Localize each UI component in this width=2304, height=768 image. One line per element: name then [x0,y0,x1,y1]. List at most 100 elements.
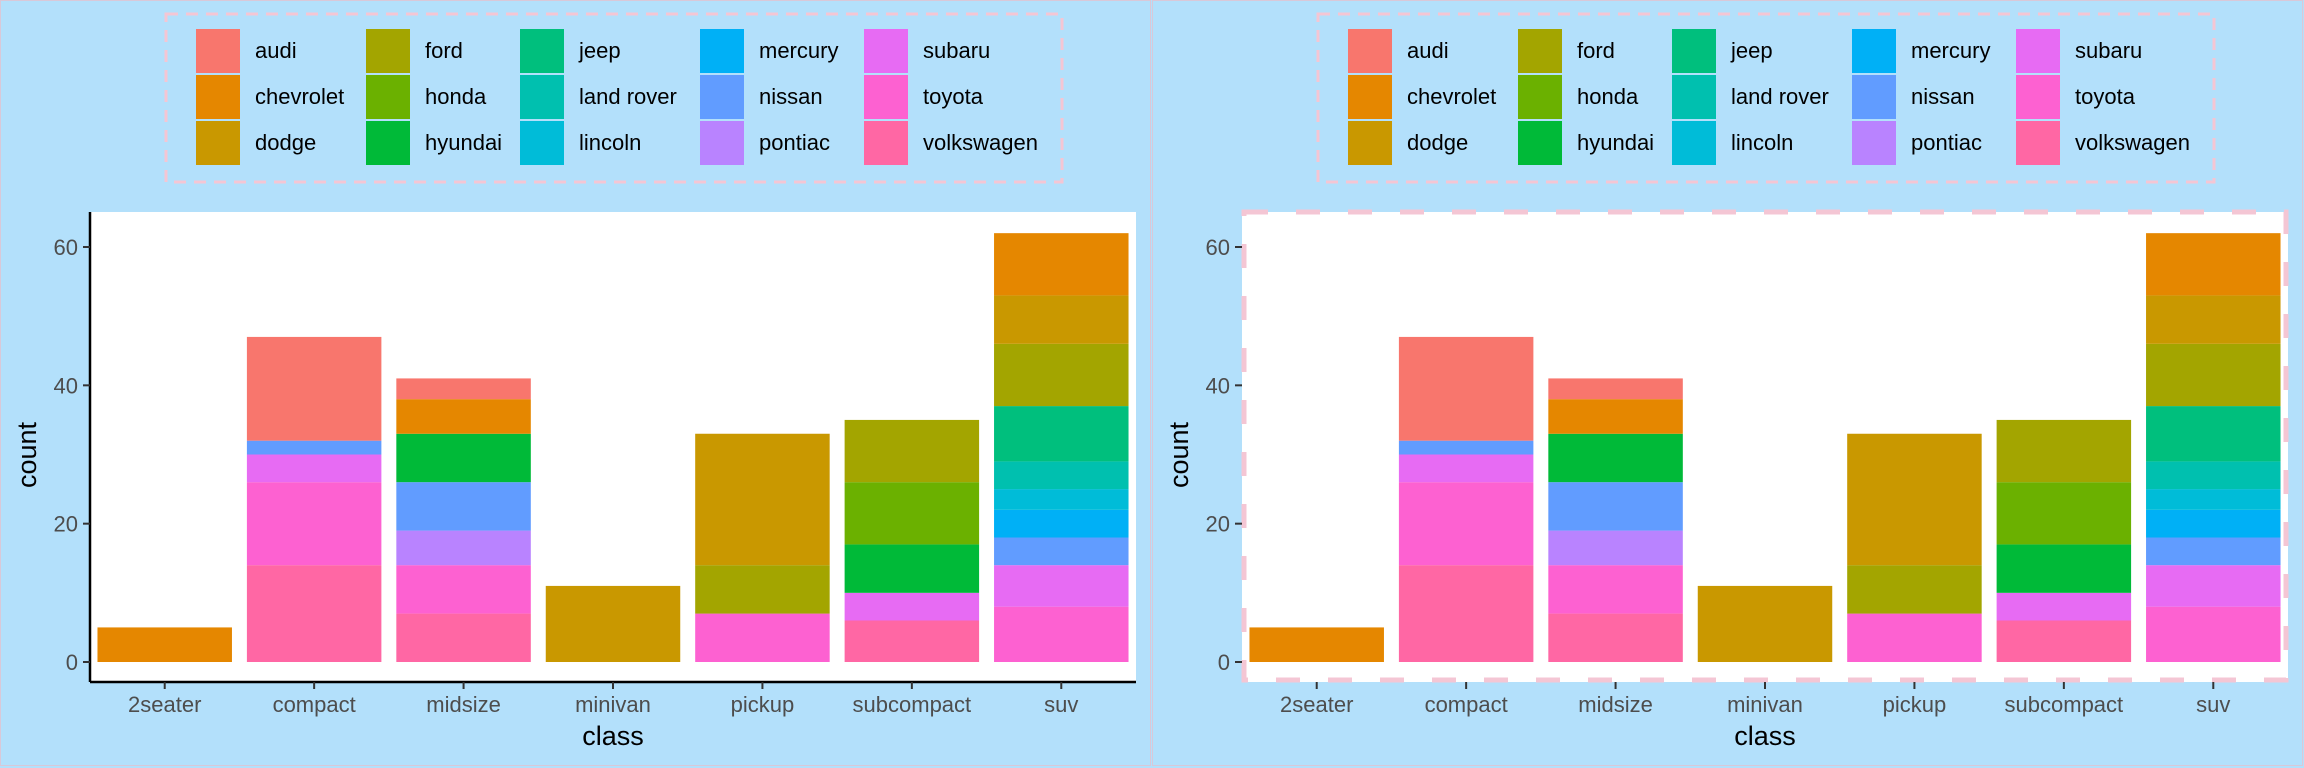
legend-label: volkswagen [2075,130,2190,155]
bar-segment [396,378,531,400]
bar-segment [844,620,980,662]
bar-segment [1398,565,1534,662]
legend-label: toyota [2075,84,2136,109]
legend-label: mercury [1911,38,1990,63]
bar-segment [695,613,830,662]
x-tick-label: midsize [426,692,501,717]
bar-segment [97,627,232,662]
bar-segment [1548,482,1683,531]
y-tick-label: 40 [54,373,78,398]
legend-key [700,75,744,119]
y-tick-label: 60 [1206,235,1230,260]
x-tick-label: 2seater [128,692,201,717]
right-panel-frame [1152,0,2303,766]
legend-label: lincoln [579,130,641,155]
legend-label: ford [425,38,463,63]
legend-label: chevrolet [255,84,344,109]
legend-key [196,29,240,73]
y-tick-label: 20 [1206,512,1230,537]
x-tick-label: minivan [575,692,651,717]
legend-key [2016,121,2060,165]
legend-label: subaru [2075,38,2142,63]
bar-segment [1996,620,2132,662]
legend-key [2016,29,2060,73]
legend-label: nissan [1911,84,1975,109]
legend-key [1518,121,1562,165]
legend-key [1672,75,1716,119]
legend-label: audi [255,38,297,63]
bar-segment [1548,613,1683,662]
legend-key [520,121,564,165]
bar-segment [246,454,382,483]
bar-segment [2146,461,2281,490]
legend-label: dodge [1407,130,1468,155]
x-tick-label: suv [2196,692,2230,717]
legend-key [700,121,744,165]
legend-key [520,75,564,119]
bar-segment [1996,544,2132,593]
legend-border [1316,12,2216,184]
legend-label: pontiac [759,130,830,155]
legend-label: jeep [578,38,621,63]
bar-segment [545,585,681,662]
legend-label: volkswagen [923,130,1038,155]
legend-label: nissan [759,84,823,109]
legend-label: ford [1577,38,1615,63]
bar-segment [396,433,531,483]
chart-panel-solid: audi chevrolet dodge ford honda hyundai jeep la… [12,12,1136,751]
legend-border [164,12,1064,184]
x-tick-label: 2seater [1280,692,1353,717]
x-tick-label: compact [1425,692,1508,717]
x-tick-label: suv [1044,692,1078,717]
legend-label: audi [1407,38,1449,63]
legend-key [700,29,744,73]
y-tick-label: 0 [66,650,78,675]
x-tick-label: subcompact [2005,692,2124,717]
x-tick-label: pickup [731,692,795,717]
legend-label: chevrolet [1407,84,1496,109]
legend-key [520,29,564,73]
legend-key [366,75,410,119]
legend-label: hyundai [425,130,502,155]
bar-segment [844,482,980,545]
bar-segment [1548,378,1683,400]
bar-segment [2146,343,2281,407]
legend-label: jeep [1730,38,1773,63]
bar-segment [844,419,980,483]
bar-segment [1548,565,1683,614]
y-tick-label: 20 [54,512,78,537]
bar-segment [1996,419,2132,483]
bar-segment [1398,440,1534,455]
legend-key [1348,75,1392,119]
y-axis-title: count [12,421,42,488]
bar-segment [1847,433,1982,566]
legend-label: hyundai [1577,130,1654,155]
legend-label: mercury [759,38,838,63]
legend-key [864,29,908,73]
legend-key [1348,29,1392,73]
legend-key [196,121,240,165]
bar-segment [844,544,980,593]
bar-segment [2146,406,2281,462]
legend-label: honda [425,84,487,109]
bar-segment [396,482,531,531]
legend-label: honda [1577,84,1639,109]
bar-segment [994,509,1129,538]
bar-segment [2146,606,2281,662]
legend-key [1852,75,1896,119]
bar-segment [994,295,1129,344]
y-tick-label: 40 [1206,373,1230,398]
bar-segment [396,565,531,614]
bar-segment [246,482,382,566]
legend-key [2016,75,2060,119]
x-axis-title: class [582,721,644,751]
legend-label: land rover [1731,84,1829,109]
bar-segment [994,233,1129,296]
bar-segment [2146,537,2281,566]
bar-segment [246,565,382,662]
legend-key [864,75,908,119]
legend-label: toyota [923,84,984,109]
legend-key [1672,121,1716,165]
bar-segment [1697,585,1833,662]
